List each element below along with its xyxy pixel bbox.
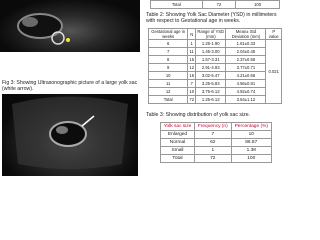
cell: 72: [201, 0, 237, 9]
row: 11 7 3.25-5.83 4.56±0.81: [147, 79, 282, 88]
cell: Total: [150, 0, 203, 9]
cell: 1.61±0.33: [225, 39, 267, 48]
row: 10 16 3.02-5.47 4.21±0.66: [147, 71, 282, 80]
table2-caption: Table 2: Showing Yolk Sac Diameter (YSD)…: [146, 12, 277, 25]
cell: 2.04±0.45: [225, 47, 267, 56]
cell: 2.91-4.93: [195, 63, 227, 72]
top-table-tail: Total 72 100: [150, 0, 280, 9]
cell: Enlarged: [160, 130, 195, 139]
cell: 1.38: [230, 146, 273, 155]
cell: 4.92±0.74: [225, 87, 267, 96]
ultrasound-image-top: [0, 0, 140, 52]
cell: 7: [187, 79, 197, 88]
cell: Total: [160, 154, 195, 163]
cell: 7: [147, 47, 189, 56]
row: 12 10 3.75-6.13 4.92±0.74: [147, 87, 282, 96]
cell: Total: [147, 95, 189, 104]
header-cell: Percentage (%): [230, 122, 273, 131]
ultrasound-marks: [12, 96, 128, 169]
header-cell: Yolk sac size: [160, 122, 195, 131]
cell: 12: [147, 87, 189, 96]
cell: 3.25-5.83: [195, 79, 227, 88]
header-cell: N: [187, 28, 197, 40]
ultrasound-image-bottom: [2, 94, 138, 176]
cell: 11: [187, 47, 197, 56]
table3: Yolk sac size Frequency (n) Percentage (%)…: [160, 122, 273, 163]
cell: 100: [235, 0, 280, 9]
row: Small 1 1.38: [160, 146, 273, 155]
cell: 62: [194, 138, 232, 147]
cell: 86.87: [230, 138, 273, 147]
cell: 4.56±0.81: [225, 79, 267, 88]
row: 7 11 1.45-3.00 2.04±0.45: [147, 47, 282, 56]
cell: 8: [147, 55, 189, 64]
fig3-caption: Fig 3: Showing Ultrasonographic picture …: [2, 80, 138, 93]
table3-caption: Table 3: Showing distribution of yolk sa…: [146, 112, 251, 118]
header-cell: Mean± Std Deviation (mm): [225, 28, 267, 40]
cell: 2.37±0.56: [225, 55, 267, 64]
cell: 100: [230, 154, 273, 163]
row: 6 1 1.25-1.90 1.61±0.33 0.021: [147, 39, 282, 104]
cell: 10: [230, 130, 273, 139]
cell: 3.75-6.13: [195, 87, 227, 96]
header-cell: P value: [265, 28, 282, 40]
header-row: Gestational age in weeks N Range of YSD (m…: [147, 28, 282, 40]
cell: 12: [187, 63, 197, 72]
cell: 1: [194, 146, 232, 155]
cell: 11: [147, 79, 189, 88]
row: 9 12 2.91-4.93 3.77±0.71: [147, 63, 282, 72]
header-cell: Range of YSD (mm): [195, 28, 227, 40]
p-value: 0.021: [265, 39, 282, 104]
row: Total 72 100: [160, 154, 273, 163]
cell: 7: [194, 130, 232, 139]
cell: 3.77±0.71: [225, 63, 267, 72]
cell: 72: [194, 154, 232, 163]
table2: Gestational age in weeks N Range of YSD (m…: [147, 28, 282, 104]
cell: 9: [147, 63, 189, 72]
row: 8 15 1.57-3.31 2.37±0.56: [147, 55, 282, 64]
header-cell: Frequency (n): [194, 122, 232, 131]
row: Enlarged 7 10: [160, 130, 273, 139]
cell: 1.57-3.31: [195, 55, 227, 64]
cell: Small: [160, 146, 195, 155]
cell: 10: [147, 71, 189, 80]
header-row: Yolk sac size Frequency (n) Percentage (%): [160, 122, 273, 131]
cell: 3.64±1.12: [225, 95, 267, 104]
cell: 10: [187, 87, 197, 96]
cell: 3.02-5.47: [195, 71, 227, 80]
cell: 1.45-3.00: [195, 47, 227, 56]
cell: 15: [187, 55, 197, 64]
cell: Normal: [160, 138, 195, 147]
cell: 4.21±0.66: [225, 71, 267, 80]
cell: 6: [147, 39, 189, 48]
cell: 16: [187, 71, 197, 80]
cell: 1: [187, 39, 197, 48]
header-cell: Gestational age in weeks: [147, 28, 189, 40]
page: Total 72 100 Table 2: Showing Yolk Sac Dia…: [0, 0, 282, 176]
cell: 72: [187, 95, 197, 104]
cell: 1.25-1.90: [195, 39, 227, 48]
row: Normal 62 86.87: [160, 138, 273, 147]
cell: 1.25-6.13: [195, 95, 227, 104]
row: Total 72 1.25-6.13 3.64±1.12: [147, 95, 282, 104]
ultrasound-marks: [17, 13, 70, 45]
